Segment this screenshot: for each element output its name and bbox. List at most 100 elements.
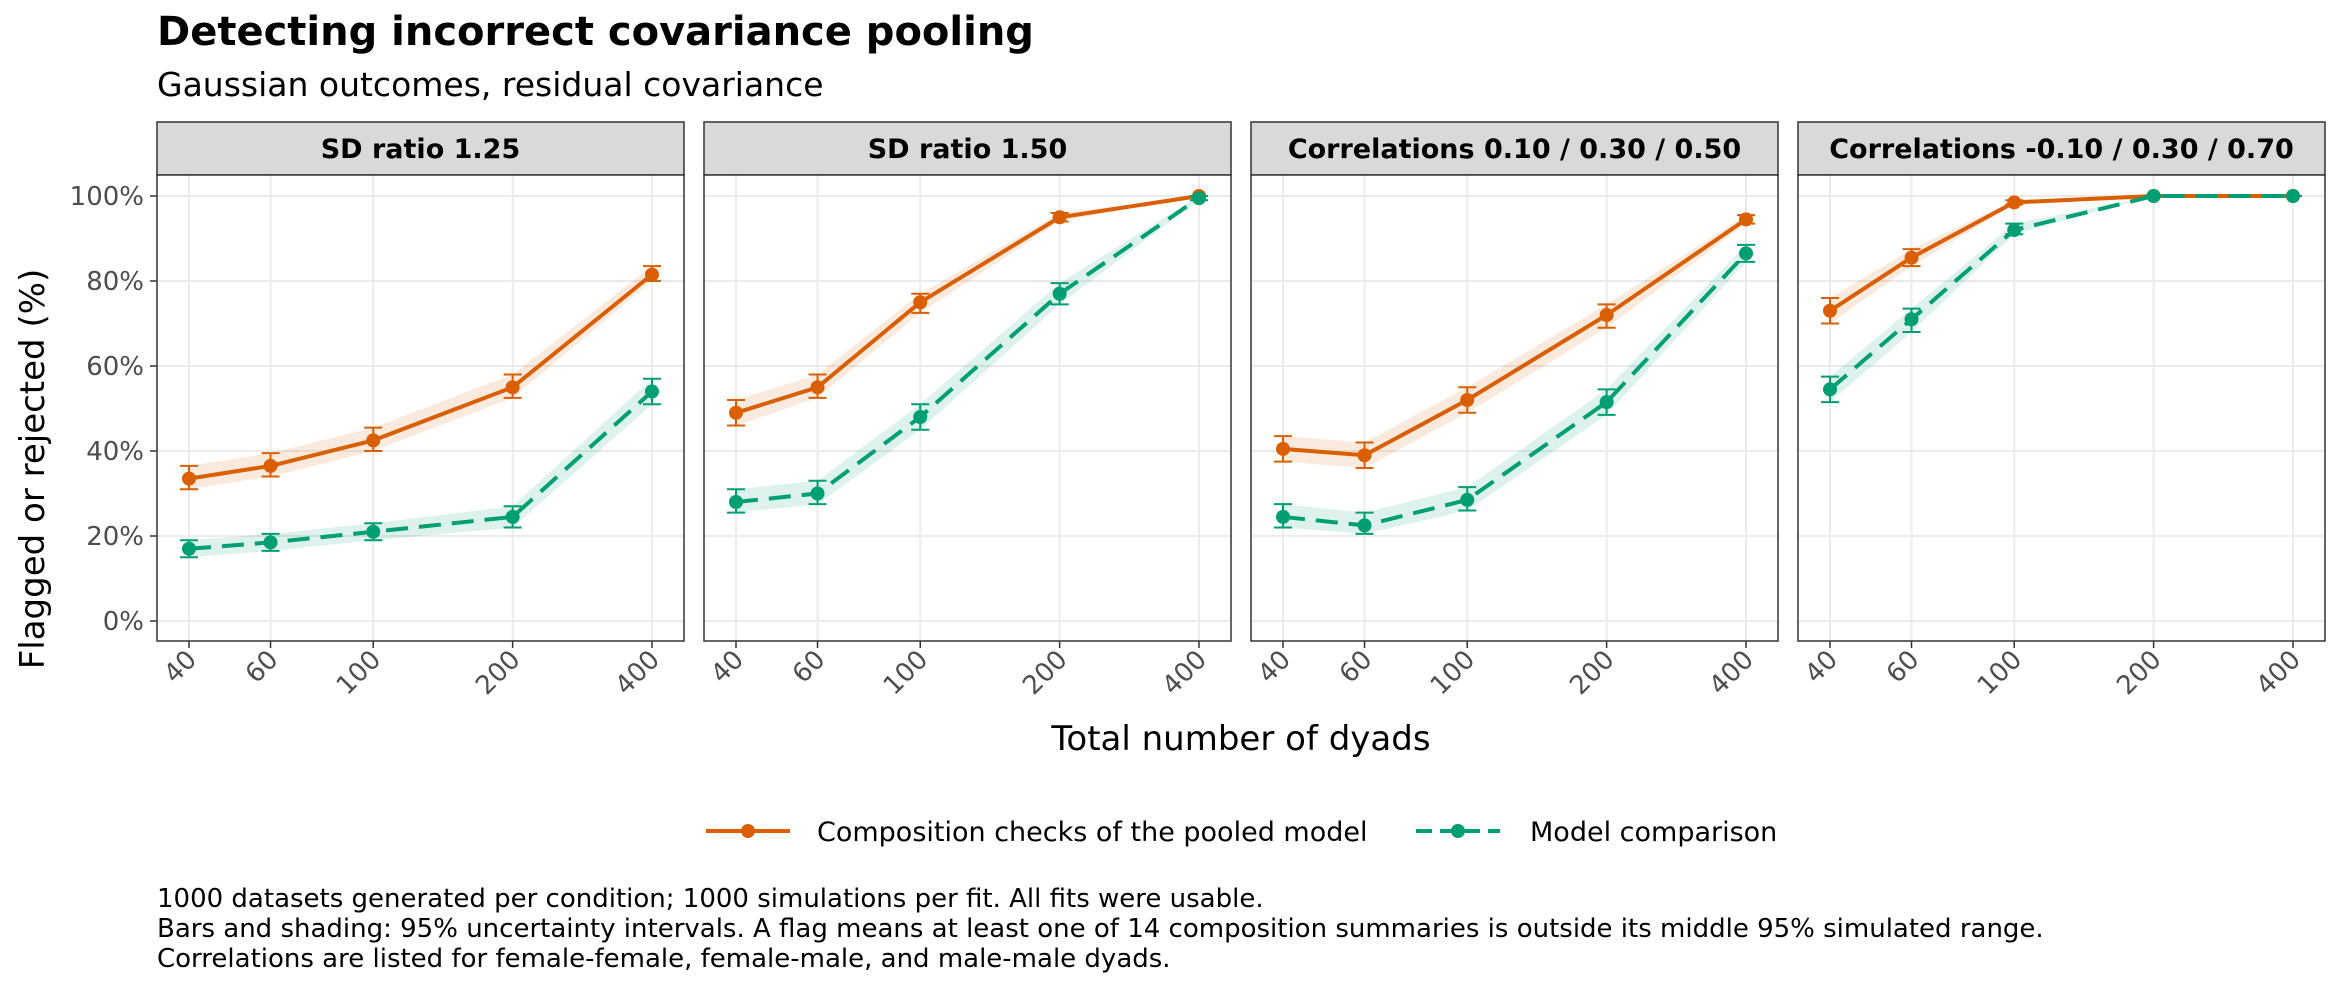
data-point <box>729 405 743 420</box>
data-point <box>1052 286 1067 301</box>
y-tick-label: 40% <box>86 437 144 467</box>
confidence-band <box>1283 215 1746 468</box>
x-tick-label: 200 <box>1017 645 1073 701</box>
chart-title: Detecting incorrect covariance pooling <box>157 9 1034 55</box>
data-point <box>2146 189 2161 203</box>
x-tick-label: 400 <box>1157 645 1213 701</box>
x-tick-label: 200 <box>470 645 526 701</box>
caption: 1000 datasets generated per condition; 1… <box>157 884 2044 974</box>
series-line <box>1282 252 1748 528</box>
data-point <box>729 495 743 509</box>
facet-strip-label: SD ratio 1.25 <box>321 134 521 165</box>
data-point <box>1276 509 1290 524</box>
data-point <box>505 380 520 395</box>
x-tick-label: 100 <box>1972 645 2028 701</box>
data-point <box>810 486 825 501</box>
data-point <box>2007 223 2022 237</box>
data-point <box>1823 303 1837 318</box>
x-tick-label: 60 <box>1881 645 1926 690</box>
data-point <box>645 267 659 282</box>
data-point <box>1052 210 1067 225</box>
x-tick-label: 200 <box>1564 645 1620 701</box>
chart-subtitle: Gaussian outcomes, residual covariance <box>157 65 824 104</box>
data-point <box>182 541 196 556</box>
x-tick-label: 100 <box>331 645 387 701</box>
data-point <box>2286 189 2300 203</box>
facet-strip <box>1250 121 1779 176</box>
data-point <box>1823 382 1837 397</box>
data-point <box>263 458 278 473</box>
data-point <box>1357 518 1372 533</box>
x-tick-label: 60 <box>1334 645 1379 690</box>
plot-background <box>1798 175 2325 641</box>
x-tick-label: 100 <box>1425 645 1481 701</box>
facet-panel: SD ratio 1.25 40 60 100 200 400 <box>156 121 685 701</box>
x-tick-label: 100 <box>878 645 934 701</box>
legend-item-model-comparison: Model comparison <box>1416 817 1777 848</box>
confidence-band <box>1283 244 1746 534</box>
data-point <box>1599 308 1614 322</box>
x-tick-label: 60 <box>240 645 285 690</box>
data-point <box>1599 395 1614 410</box>
confidence-band <box>736 196 1199 513</box>
data-point <box>1460 393 1475 407</box>
facet-panels: SD ratio 1.25 40 60 100 200 400 SD ratio 1.50 4… <box>156 121 2326 701</box>
y-axis: 0% 20% 40% 60% 80% 100% <box>70 182 157 637</box>
x-tick-label: 40 <box>158 645 203 690</box>
plot-background <box>157 175 684 641</box>
y-tick-label: 100% <box>70 182 144 212</box>
y-tick-label: 0% <box>103 607 144 637</box>
data-point <box>182 471 196 486</box>
legend-label: Composition checks of the pooled model <box>817 817 1367 848</box>
facet-panel: Correlations -0.10 / 0.30 / 0.70 40 60 100 2… <box>1797 121 2326 701</box>
data-point <box>1460 492 1475 507</box>
x-tick-label: 60 <box>787 645 832 690</box>
y-tick-label: 20% <box>86 522 144 552</box>
panel-border <box>1797 174 2326 642</box>
x-tick-label: 400 <box>610 645 666 701</box>
caption-line: Correlations are listed for female-femal… <box>157 944 1171 974</box>
data-point <box>913 295 928 310</box>
confidence-band <box>736 196 1199 426</box>
x-tick-label: 200 <box>2111 645 2167 701</box>
facet-strip <box>1797 121 2326 176</box>
plot-background <box>1251 175 1778 641</box>
data-point <box>263 535 278 550</box>
x-tick-label: 40 <box>705 645 750 690</box>
data-point <box>810 380 825 395</box>
facet-strip <box>703 121 1232 176</box>
data-point <box>505 509 520 524</box>
panel-border <box>1250 174 1779 642</box>
caption-line: Bars and shading: 95% uncertainty interv… <box>157 914 2044 944</box>
data-point <box>1739 246 1753 261</box>
y-tick-label: 80% <box>86 267 144 297</box>
data-point <box>366 524 381 539</box>
caption-line: 1000 datasets generated per condition; 1… <box>157 884 1264 914</box>
x-axis-title: Total number of dyads <box>1050 719 1430 759</box>
legend-key-point <box>741 824 755 838</box>
panel-border <box>156 174 685 642</box>
data-point <box>1276 441 1290 456</box>
y-axis-title: Flagged or rejected (%) <box>13 269 53 670</box>
x-tick-label: 400 <box>2251 645 2307 701</box>
data-point <box>1192 191 1206 206</box>
data-point <box>2007 195 2022 210</box>
facet-strip-label: Correlations 0.10 / 0.30 / 0.50 <box>1288 134 1741 165</box>
data-point <box>645 384 659 399</box>
x-tick-label: 40 <box>1252 645 1297 690</box>
x-tick-label: 400 <box>1704 645 1760 701</box>
y-tick-label: 60% <box>86 352 144 382</box>
facet-panel: Correlations 0.10 / 0.30 / 0.50 40 60 100 20… <box>1250 121 1779 701</box>
legend-label: Model comparison <box>1530 817 1777 848</box>
facet-strip <box>156 121 685 176</box>
data-point <box>1739 212 1753 227</box>
confidence-band <box>189 378 652 558</box>
plot-background <box>704 175 1231 641</box>
facet-strip-label: Correlations -0.10 / 0.30 / 0.70 <box>1829 134 2294 165</box>
legend-key-point <box>1451 824 1465 838</box>
data-point <box>913 410 928 424</box>
facet-panel: SD ratio 1.50 40 60 100 200 400 <box>703 121 1232 701</box>
data-point <box>1904 312 1919 327</box>
confidence-band <box>189 266 652 490</box>
